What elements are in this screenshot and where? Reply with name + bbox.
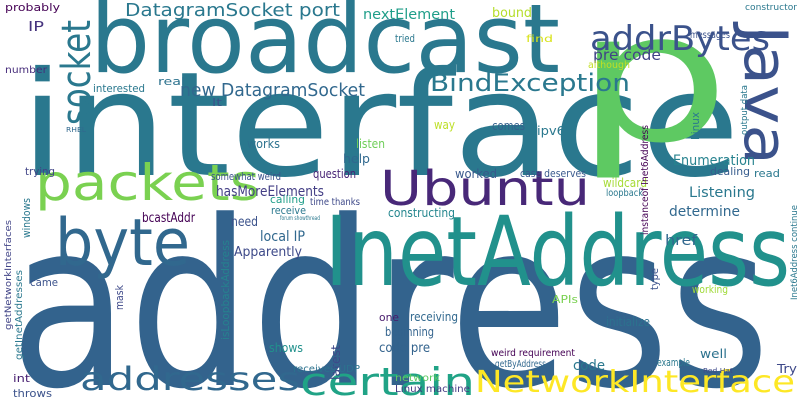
word: instanceof Inet6Address — [640, 125, 651, 235]
word: need — [231, 215, 258, 230]
word: new DatagramSocket — [180, 80, 365, 101]
word: weird requirement — [491, 348, 575, 359]
word: code — [573, 358, 605, 374]
word: href — [665, 233, 698, 249]
word: somewhat weird — [211, 170, 281, 183]
word: type — [648, 268, 661, 290]
word: receives UDP — [293, 364, 360, 375]
word: IP — [28, 20, 44, 35]
word: int — [13, 372, 31, 385]
word: receive — [271, 204, 306, 217]
word: certain — [300, 360, 475, 400]
word: help — [343, 152, 370, 166]
word: Ubuntu — [380, 161, 590, 217]
word: getNetworkInterfaces — [4, 220, 14, 330]
word: socket — [54, 20, 100, 125]
word: forum showthread — [280, 215, 320, 222]
word: real — [158, 75, 185, 88]
word: receiving — [410, 310, 458, 324]
word: time thanks — [310, 197, 360, 208]
word: output data — [740, 85, 750, 135]
word: tried — [395, 32, 415, 45]
word: initialize — [606, 315, 650, 329]
word: address — [10, 173, 770, 400]
word: Java — [730, 21, 800, 165]
word: latest — [329, 345, 343, 380]
word: InetAddress — [325, 196, 790, 308]
word: Linux machine — [395, 384, 470, 395]
word: APIs — [552, 293, 578, 306]
word: code pre — [379, 341, 430, 356]
word: working — [692, 283, 728, 296]
word: probably — [5, 1, 61, 14]
word: broadcast — [90, 0, 560, 95]
word: beginning — [385, 325, 434, 339]
word: Enumeration — [673, 153, 755, 169]
word: addrBytes — [590, 19, 770, 59]
word: mask — [113, 284, 126, 310]
word: worked — [455, 167, 497, 181]
word: loopback — [606, 188, 643, 199]
word: constructing — [388, 206, 455, 220]
word: interface — [20, 41, 740, 210]
word: getByAddress — [495, 359, 546, 370]
word: one — [379, 311, 399, 324]
word: well — [700, 347, 727, 361]
word: messages — [690, 30, 730, 41]
word: DatagramSocket port — [125, 0, 340, 21]
word: listen — [356, 137, 385, 151]
word: wildcard — [603, 176, 647, 190]
word: RHEL — [66, 126, 86, 134]
word: although — [588, 60, 630, 71]
word: calling — [270, 193, 305, 206]
word: windows — [20, 198, 33, 238]
word: Linux — [689, 112, 702, 140]
word: read — [754, 167, 780, 180]
word: Try — [776, 362, 797, 376]
word: bound — [492, 6, 532, 21]
word: network — [395, 373, 440, 384]
word: Inet6Address continue — [790, 205, 800, 300]
word: hasMoreElements — [216, 184, 324, 200]
word: works — [247, 137, 280, 151]
word: nextElement — [363, 7, 456, 23]
word: local IP — [260, 229, 305, 245]
word: getInetAddresses — [14, 270, 25, 360]
word: case deserves — [520, 167, 586, 180]
word: comes — [492, 119, 525, 133]
word: NetworkInterface — [475, 365, 795, 400]
word: interested — [93, 82, 145, 95]
word: addresses — [80, 360, 300, 398]
word: packets — [35, 154, 260, 212]
word: trying — [25, 165, 55, 178]
word: find — [526, 34, 553, 45]
word: bcastAddr — [142, 211, 196, 226]
word: isLoopbackAddress — [219, 240, 232, 340]
word: lt — [212, 96, 223, 109]
word: constructor — [745, 3, 797, 13]
word: way — [434, 118, 455, 132]
word: byte — [55, 206, 190, 281]
word: dealing — [710, 165, 750, 178]
word: Apparently — [234, 245, 302, 260]
word: Red Hat — [703, 367, 733, 375]
word: pre code — [593, 46, 661, 64]
word: throws — [13, 387, 52, 400]
word: BindException — [430, 69, 630, 97]
word: shows — [269, 341, 303, 355]
word: question — [313, 167, 356, 181]
word: example — [657, 356, 690, 369]
word: came — [30, 276, 58, 289]
word: number — [5, 65, 48, 76]
word: ipv6 — [537, 124, 565, 138]
word: Listening — [689, 185, 755, 201]
word: p — [575, 0, 730, 183]
word: determine — [669, 204, 740, 220]
